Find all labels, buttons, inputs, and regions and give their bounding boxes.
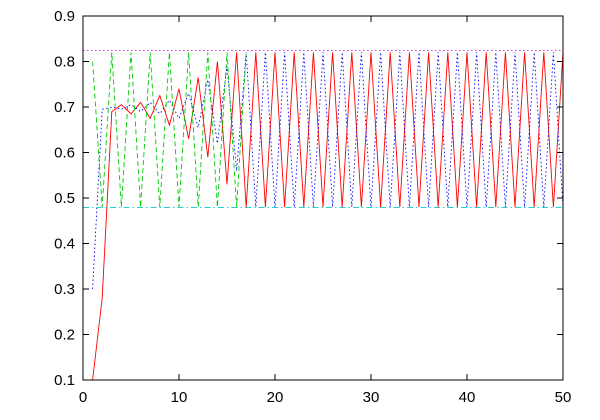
- series-line-3: [92, 52, 247, 208]
- series-line-2: [92, 52, 564, 290]
- x-tick-label: 40: [459, 389, 476, 406]
- x-tick-label: 10: [171, 389, 188, 406]
- y-tick-label: 0.9: [54, 8, 75, 25]
- y-tick-label: 0.8: [54, 54, 75, 71]
- y-tick-label: 0.6: [54, 145, 75, 162]
- x-tick-label: 50: [555, 389, 572, 406]
- series-line-1: [92, 52, 564, 381]
- y-tick-label: 0.5: [54, 190, 75, 207]
- y-tick-label: 0.3: [54, 281, 75, 298]
- series-layer: [83, 50, 564, 381]
- y-tick-label: 0.7: [54, 99, 75, 116]
- x-tick-label: 20: [267, 389, 284, 406]
- x-tick-label: 30: [363, 389, 380, 406]
- plot-frame: [82, 15, 564, 381]
- tick-layer: 0 10 20 30 40 50 0.1 0.2 0.3 0.4 0.5 0.6 0.7 0.8 0.9: [54, 8, 571, 406]
- x-tick-label: 0: [79, 389, 87, 406]
- y-tick-label: 0.4: [54, 236, 75, 253]
- y-tick-label: 0.1: [54, 372, 75, 389]
- y-tick-label: 0.2: [54, 327, 75, 344]
